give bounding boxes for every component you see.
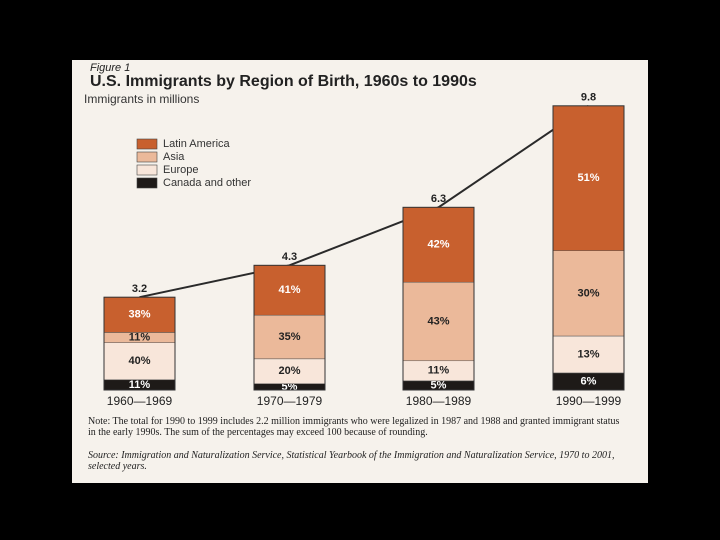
bar-segment: [552, 335, 625, 374]
bar-outline: [552, 105, 625, 391]
bar-segment: [552, 105, 625, 251]
legend-swatch: [136, 164, 158, 176]
legend-swatch: [136, 151, 158, 163]
value-label: 41%: [278, 284, 300, 296]
legend-swatch: [136, 177, 158, 189]
total-label: 6.3: [431, 193, 446, 205]
legend-label: Asia: [163, 151, 185, 163]
total-line: [139, 104, 590, 299]
legend-label: Canada and other: [163, 177, 251, 189]
x-tick-label: 1990—1999: [556, 394, 622, 408]
value-label: 11%: [129, 379, 151, 391]
value-label: 13%: [577, 348, 599, 360]
legend-label: Europe: [163, 164, 198, 176]
value-label: 11%: [428, 365, 450, 377]
value-label: 11%: [129, 331, 151, 343]
x-tick-label: 1980—1989: [406, 394, 472, 408]
figure-label: Figure 1: [90, 62, 130, 74]
bar-outline: [253, 264, 326, 391]
value-label: 5%: [431, 379, 447, 391]
y-axis-label: Immigrants in millions: [84, 92, 199, 106]
bar-segment: [253, 358, 326, 385]
value-label: 6%: [581, 375, 597, 387]
total-label: 9.8: [581, 92, 596, 104]
value-label: 40%: [128, 355, 150, 367]
legend-swatch: [136, 138, 158, 150]
bar-outline: [103, 296, 176, 391]
value-label: 51%: [577, 172, 599, 184]
x-tick-label: 1960—1969: [107, 394, 173, 408]
bar-segment: [253, 314, 326, 360]
bar-segment: [552, 250, 625, 337]
bar-segment: [253, 265, 326, 316]
value-label: 43%: [427, 315, 449, 327]
chart-title: U.S. Immigrants by Region of Birth, 1960…: [90, 73, 477, 90]
x-tick-label: 1970—1979: [257, 394, 323, 408]
bar-outline: [402, 206, 475, 391]
value-label: 35%: [278, 331, 300, 343]
value-label: 30%: [577, 287, 599, 299]
value-label: 38%: [128, 309, 150, 321]
bar-segment: [402, 207, 475, 283]
total-label: 3.2: [132, 283, 147, 295]
note: Note: The total for 1990 to 1999 include…: [88, 416, 620, 438]
value-label: 20%: [278, 365, 300, 377]
legend-label: Latin America: [163, 138, 231, 150]
value-label: 42%: [427, 239, 449, 251]
source: Source: Immigration and Naturalization S…: [88, 450, 615, 472]
total-label: 4.3: [282, 251, 297, 263]
